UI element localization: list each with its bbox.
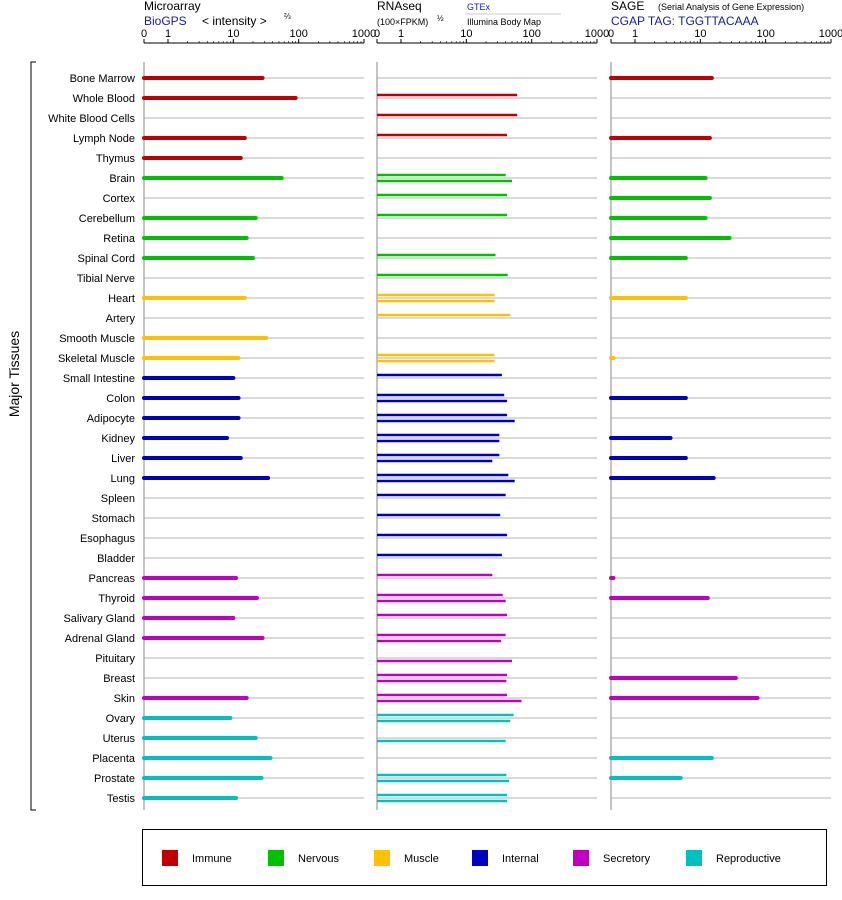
y-axis-bracket — [30, 61, 36, 811]
tissue-label: Esophagus — [80, 533, 136, 545]
tissue-label: Testis — [107, 793, 136, 805]
tick-label: 1 — [632, 28, 638, 40]
tissue-label: Cortex — [103, 193, 136, 205]
cgap-tag: CGAP TAG: TGGTTACAAA — [611, 14, 759, 28]
tissue-label: Thyroid — [98, 593, 135, 605]
tissue-label: Stomach — [92, 513, 135, 525]
tick-label: 10 — [694, 28, 706, 40]
tick-label: 10 — [227, 28, 239, 40]
legend-label: Reproductive — [716, 853, 781, 865]
tick-label: 1 — [165, 28, 171, 40]
tick-label: 0 — [608, 28, 614, 40]
microarray-intensity-label: < intensity > — [202, 14, 267, 28]
microarray-exponent: ⅔ — [284, 12, 291, 21]
tick-label: 1000 — [352, 28, 376, 40]
tick-label: 10 — [460, 28, 472, 40]
legend-swatch — [162, 850, 178, 866]
tick-label: 100 — [289, 28, 307, 40]
tissue-label: Bladder — [97, 553, 135, 565]
tissue-label: Liver — [111, 453, 135, 465]
gtex-label: GTEx — [467, 2, 491, 12]
legend-label: Internal — [502, 853, 539, 865]
tissue-label: Skin — [114, 693, 135, 705]
legend-swatch — [374, 850, 390, 866]
tissue-label: Heart — [108, 293, 135, 305]
tissue-label: Thymus — [96, 153, 136, 165]
tissue-label: Lung — [111, 473, 135, 485]
illumina-label: Illumina Body Map — [467, 17, 541, 27]
tissue-label: Placenta — [92, 753, 136, 765]
tissue-label: Adrenal Gland — [65, 633, 135, 645]
tissue-label: White Blood Cells — [48, 113, 135, 125]
tissue-label: Cerebellum — [79, 213, 135, 225]
tissue-label: Pituitary — [95, 653, 135, 665]
tissue-label: Smooth Muscle — [59, 333, 135, 345]
legend-label: Secretory — [603, 853, 651, 865]
tick-label: 0 — [141, 28, 147, 40]
rnaseq-title: RNAseq — [377, 0, 422, 13]
legend-swatch — [268, 850, 284, 866]
legend-label: Nervous — [298, 853, 339, 865]
tissue-label: Artery — [106, 313, 136, 325]
tissue-label: Pancreas — [89, 573, 136, 585]
tissue-label: Breast — [103, 673, 135, 685]
rnaseq-exponent: ½ — [437, 14, 444, 23]
legend-label: Immune — [192, 853, 232, 865]
tissue-label: Uterus — [103, 733, 136, 745]
legend-swatch — [686, 850, 702, 866]
tissue-label: Adipocyte — [87, 413, 135, 425]
tissue-label: Whole Blood — [73, 93, 135, 105]
tissue-label: Lymph Node — [73, 133, 135, 145]
rnaseq-fpkm-label: (100×FPKM) — [377, 17, 428, 27]
tissue-label: Spinal Cord — [78, 253, 135, 265]
tissue-label: Brain — [109, 173, 135, 185]
y-axis-label: Major Tissues — [6, 331, 22, 417]
tissue-label: Tibial Nerve — [77, 273, 135, 285]
tissue-label: Salivary Gland — [63, 613, 135, 625]
tick-label: 1000 — [585, 28, 609, 40]
tissue-label: Retina — [103, 233, 136, 245]
legend-swatch — [472, 850, 488, 866]
tissue-label: Skeletal Muscle — [58, 353, 135, 365]
tissue-label: Small Intestine — [63, 373, 135, 385]
tick-label: 0 — [374, 28, 380, 40]
tissue-label: Ovary — [106, 713, 136, 725]
legend-swatch — [573, 850, 589, 866]
tissue-label: Spleen — [101, 493, 135, 505]
sage-subtitle: (Serial Analysis of Gene Expression) — [658, 2, 804, 12]
tissue-label: Colon — [106, 393, 135, 405]
microarray-title: Microarray — [144, 0, 201, 13]
tick-label: 1000 — [819, 28, 842, 40]
tissue-label: Prostate — [94, 773, 135, 785]
tick-label: 100 — [756, 28, 774, 40]
tissue-label: Bone Marrow — [70, 73, 135, 85]
sage-title: SAGE — [611, 0, 644, 13]
tissue-label: Kidney — [101, 433, 135, 445]
tick-label: 100 — [522, 28, 540, 40]
biogps-link: BioGPS — [144, 14, 187, 28]
tick-label: 1 — [398, 28, 404, 40]
legend-label: Muscle — [404, 853, 439, 865]
